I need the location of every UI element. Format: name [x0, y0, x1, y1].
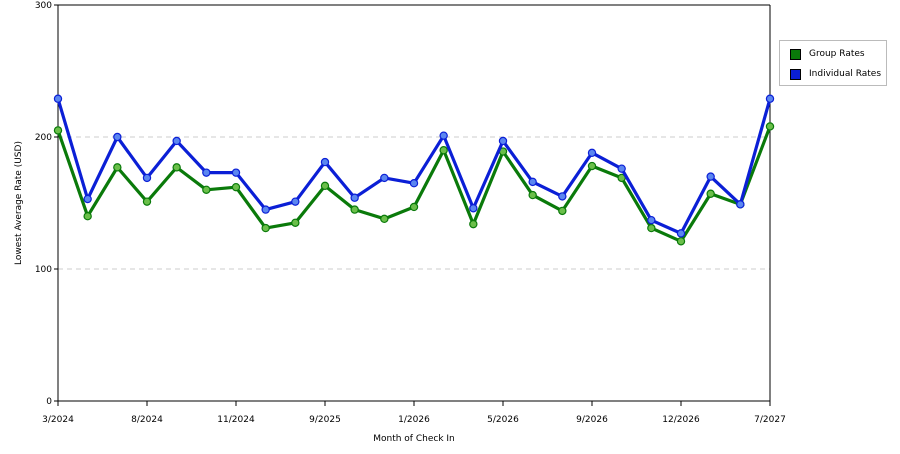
data-point-individual — [231, 168, 241, 177]
data-point-individual — [202, 168, 211, 177]
data-point-group — [469, 219, 478, 229]
data-point-group — [320, 181, 330, 191]
data-point-group — [291, 218, 300, 227]
data-point-group — [261, 223, 270, 233]
data-point-group — [202, 185, 211, 194]
x-tick-label: 1/2026 — [398, 415, 430, 425]
x-tick-label: 12/2026 — [662, 415, 700, 425]
data-point-individual — [765, 94, 775, 103]
legend-label-group: Group Rates — [809, 49, 865, 59]
x-tick-label: 3/2024 — [42, 415, 74, 425]
y-tick-label: 100 — [35, 265, 52, 275]
legend: Group Rates Individual Rates — [779, 40, 887, 86]
y-tick-label: 300 — [35, 1, 52, 11]
data-point-group — [647, 223, 656, 233]
group-rates-swatch — [790, 48, 801, 60]
y-axis-title: Lowest Average Rate (USD) — [14, 141, 24, 265]
series-line-individual — [56, 98, 772, 235]
data-point-group — [83, 211, 92, 221]
data-point-group — [380, 214, 389, 224]
data-point-group — [587, 161, 597, 171]
data-point-individual — [469, 204, 478, 213]
data-point-group — [53, 126, 63, 135]
data-point-individual — [380, 173, 389, 183]
data-point-individual — [409, 178, 419, 188]
data-point-individual — [647, 215, 656, 225]
x-tick-label: 11/2024 — [217, 415, 255, 425]
data-point-individual — [528, 177, 537, 187]
data-point-individual — [736, 200, 745, 209]
data-point-group — [676, 237, 686, 246]
x-tick-label: 7/2027 — [754, 415, 786, 425]
data-point-individual — [113, 132, 122, 142]
data-point-individual — [142, 173, 152, 183]
data-point-group — [765, 122, 775, 131]
y-tick-label: 200 — [35, 133, 52, 143]
data-point-individual — [350, 193, 359, 202]
legend-label-individual: Individual Rates — [809, 69, 882, 79]
data-point-individual — [439, 131, 448, 140]
data-point-individual — [676, 229, 686, 238]
data-point-group — [350, 205, 359, 214]
data-point-group — [142, 197, 152, 206]
data-point-group — [439, 145, 448, 155]
legend-item-group: Group Rates — [790, 47, 865, 61]
data-point-individual — [617, 164, 626, 173]
data-point-group — [172, 163, 181, 172]
data-point-individual — [291, 197, 300, 206]
data-point-group — [528, 190, 537, 200]
data-point-group — [558, 206, 567, 216]
x-tick-label: 9/2025 — [309, 415, 341, 425]
x-tick-label: 9/2026 — [576, 415, 608, 425]
data-point-individual — [587, 148, 597, 158]
data-point-individual — [558, 192, 567, 201]
legend-item-individual: Individual Rates — [790, 67, 881, 81]
data-point-group — [706, 189, 715, 198]
data-point-individual — [261, 205, 270, 214]
individual-rates-swatch — [790, 68, 801, 80]
y-tick-label: 0 — [46, 397, 52, 407]
x-axis-title: Month of Check In — [373, 434, 455, 444]
data-point-individual — [83, 194, 92, 204]
data-point-individual — [706, 172, 715, 181]
data-point-group — [231, 182, 241, 192]
data-point-group — [409, 202, 419, 212]
data-point-group — [113, 163, 122, 172]
x-tick-label: 5/2026 — [487, 415, 519, 425]
data-point-individual — [498, 136, 508, 146]
data-point-individual — [320, 157, 330, 167]
data-point-individual — [172, 136, 181, 146]
data-point-individual — [53, 94, 63, 103]
x-tick-label: 8/2024 — [131, 415, 163, 425]
